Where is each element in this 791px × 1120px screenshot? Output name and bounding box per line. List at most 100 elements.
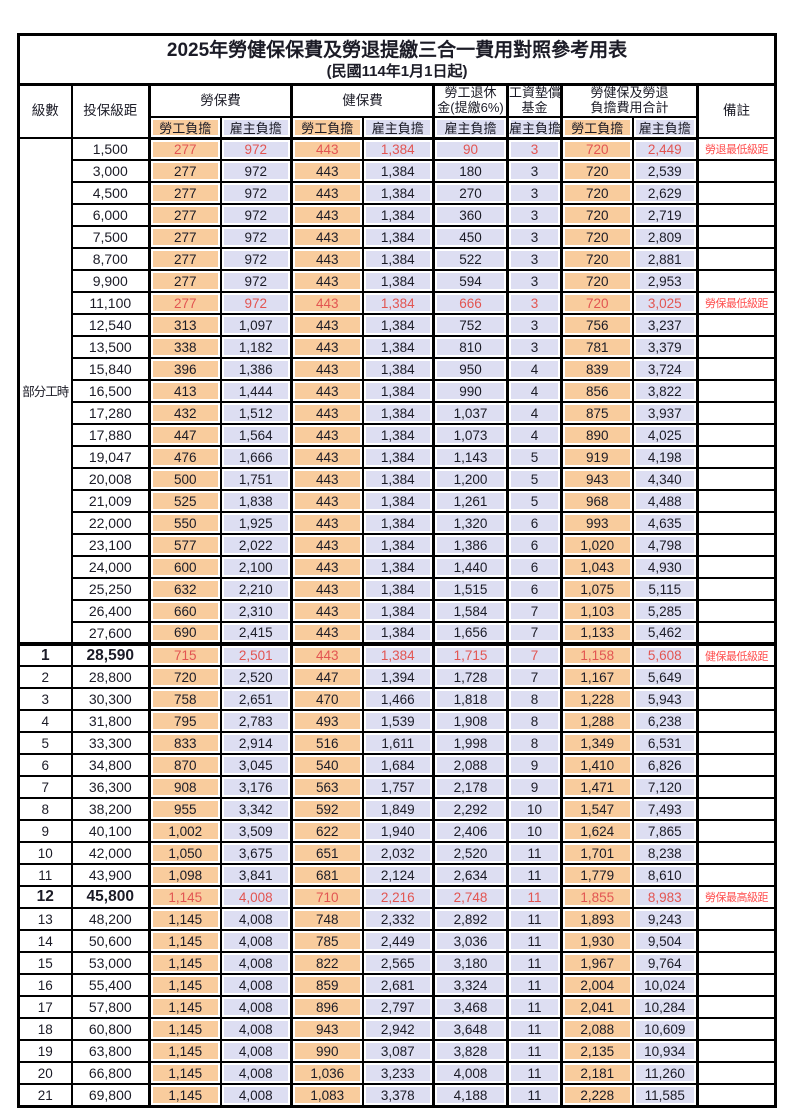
fee-cell: 3,648 [432, 1017, 509, 1042]
fee-cell: 432 [148, 401, 222, 426]
fee-cell: 859 [290, 973, 364, 998]
fee-cell: 1,930 [560, 929, 634, 954]
fee-cell: 11 [506, 841, 563, 866]
fee-cell: 1,103 [560, 599, 634, 624]
fee-cell: 1,384 [361, 247, 435, 272]
fee-cell: 2,449 [361, 929, 435, 954]
fee-cell: 3 [506, 159, 563, 184]
fee-cell: 1,838 [219, 489, 293, 514]
level-cell: 2 [17, 665, 73, 690]
table-row: 8 38,200 955 3,342 592 1,849 2,292 10 1,547 7,493 [17, 797, 777, 822]
fee-cell: 4,008 [219, 973, 293, 998]
level-cell: 6 [17, 753, 73, 778]
fee-cell: 4,008 [219, 929, 293, 954]
title-row: 2025年勞健保保費及勞退提繳三合一費用對照參考用表 (民國114年1月1日起) [17, 33, 777, 86]
fee-cell: 2,681 [361, 973, 435, 998]
fee-cell: 5,285 [631, 599, 699, 624]
remark-cell [695, 929, 777, 954]
bracket-cell: 13,500 [70, 335, 151, 360]
fee-cell: 5,115 [631, 577, 699, 602]
fee-cell: 443 [290, 642, 364, 668]
fee-cell: 1,133 [560, 621, 634, 646]
bracket-cell: 38,200 [70, 797, 151, 822]
fee-cell: 11,260 [631, 1061, 699, 1086]
col-header-wage-fund: 工資墊償 基金 [506, 83, 563, 118]
fee-cell: 2,634 [432, 863, 509, 888]
remark-cell: 勞退最低級距 [695, 137, 777, 162]
level-cell: 18 [17, 1017, 73, 1042]
fee-cell: 540 [290, 753, 364, 778]
bracket-cell: 15,840 [70, 357, 151, 382]
remark-cell [695, 181, 777, 206]
fee-cell: 443 [290, 489, 364, 514]
fee-cell: 4 [506, 423, 563, 448]
level-cell: 19 [17, 1039, 73, 1064]
fee-cell: 1,386 [219, 357, 293, 382]
fee-cell: 443 [290, 401, 364, 426]
fee-cell: 1,145 [148, 1061, 222, 1086]
fee-cell: 7,865 [631, 819, 699, 844]
fee-cell: 752 [432, 313, 509, 338]
fee-cell: 1,656 [432, 621, 509, 646]
col-header-level: 級數 [17, 83, 73, 140]
table-row: 21 69,800 1,145 4,008 1,083 3,378 4,188 11 2,228… [17, 1083, 777, 1108]
remark-cell [695, 445, 777, 470]
fee-cell: 1,145 [148, 1039, 222, 1064]
table-row: 20 66,800 1,145 4,008 1,036 3,233 4,008 11 2,181… [17, 1061, 777, 1086]
fee-cell: 5,649 [631, 665, 699, 690]
fee-cell: 3,828 [432, 1039, 509, 1064]
bracket-cell: 7,500 [70, 225, 151, 250]
fee-cell: 1,384 [361, 137, 435, 162]
table-row: 15 53,000 1,145 4,008 822 2,565 3,180 11 1,967 9,… [17, 951, 777, 976]
fee-cell: 1,849 [361, 797, 435, 822]
fee-cell: 3 [506, 269, 563, 294]
fee-cell: 2,088 [560, 1017, 634, 1042]
fee-cell: 11 [506, 973, 563, 998]
remark-cell [695, 687, 777, 712]
bracket-cell: 42,000 [70, 841, 151, 866]
fee-cell: 8,610 [631, 863, 699, 888]
fee-cell: 600 [148, 555, 222, 580]
fee-cell: 1,145 [148, 995, 222, 1020]
header-row-shares: 勞工負擔 雇主負擔 勞工負擔 雇主負擔 雇主負擔 雇主負擔 勞工負擔 雇主負擔 [19, 115, 776, 140]
table-row: 12,540 313 1,097 443 1,384 752 3 756 3,237 [19, 313, 777, 338]
fee-cell: 4,008 [219, 885, 293, 910]
fee-cell: 1,998 [432, 731, 509, 756]
fee-cell: 443 [290, 599, 364, 624]
fee-cell: 443 [290, 335, 364, 360]
fee-cell: 1,757 [361, 775, 435, 800]
fee-cell: 5,608 [631, 642, 699, 668]
fee-cell: 90 [432, 137, 509, 162]
fee-cell: 4 [506, 379, 563, 404]
fee-cell: 11 [506, 907, 563, 932]
fee-cell: 2,310 [219, 599, 293, 624]
bracket-cell: 28,590 [70, 642, 151, 668]
fee-cell: 1,075 [560, 577, 634, 602]
fee-cell: 1,384 [361, 423, 435, 448]
table-row: 16,500 413 1,444 443 1,384 990 4 856 3,822 [19, 379, 777, 404]
fee-cell: 1,384 [361, 511, 435, 536]
fee-cell: 908 [148, 775, 222, 800]
bracket-cell: 17,880 [70, 423, 151, 448]
level-cell: 4 [17, 709, 73, 734]
fee-cell: 890 [560, 423, 634, 448]
table-row: 19,047 476 1,666 443 1,384 1,143 5 919 4,198 [19, 445, 777, 470]
fee-cell: 1,384 [361, 533, 435, 558]
fee-cell: 1,893 [560, 907, 634, 932]
fee-cell: 180 [432, 159, 509, 184]
remark-cell [695, 467, 777, 492]
fee-cell: 710 [290, 885, 364, 910]
total-header-line2: 負擔費用合計 [590, 99, 669, 115]
bracket-cell: 24,000 [70, 555, 151, 580]
fee-cell: 3 [506, 291, 563, 316]
fee-cell: 2,216 [361, 885, 435, 910]
remark-cell [695, 159, 777, 184]
bracket-cell: 63,800 [70, 1039, 151, 1064]
fee-cell: 443 [290, 137, 364, 162]
fee-cell: 720 [560, 269, 634, 294]
fee-cell: 11 [506, 995, 563, 1020]
fee-cell: 2,565 [361, 951, 435, 976]
table-row: 6 34,800 870 3,045 540 1,684 2,088 9 1,410 6,826 [17, 753, 777, 778]
fee-cell: 10,284 [631, 995, 699, 1020]
fee-cell: 1,384 [361, 599, 435, 624]
